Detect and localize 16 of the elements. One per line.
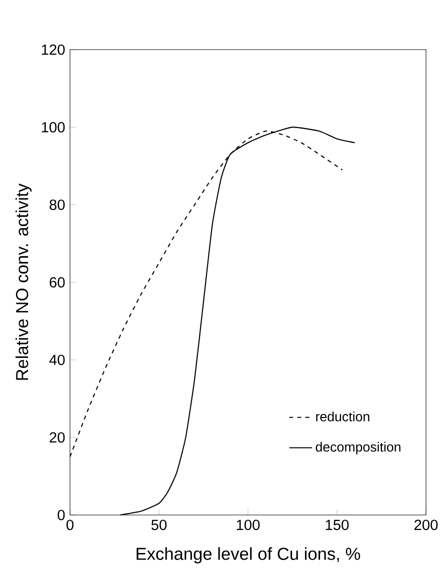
y-tick-label: 20: [50, 432, 65, 443]
legend-label: reduction: [316, 412, 370, 422]
y-tick-label: 100: [42, 122, 65, 132]
x-tick-label: 100: [237, 520, 260, 530]
y-tick-label: 80: [50, 200, 65, 210]
x-tick-label: 0: [66, 520, 74, 530]
x-axis-title: Exchange level of Cu ions, %: [136, 547, 360, 564]
x-tick-label: 150: [326, 520, 349, 530]
y-tick-label: 40: [49, 354, 65, 366]
y-tick-label: 0: [58, 510, 65, 520]
y-axis-title: Relative NO conv. activity: [16, 184, 32, 380]
y-tick-label: 120: [42, 44, 65, 55]
x-tick-label: 50: [152, 520, 167, 530]
y-tick-label: 60: [50, 277, 65, 288]
x-tick-label: 200: [414, 520, 438, 530]
legend-label: decomposition: [316, 442, 401, 454]
